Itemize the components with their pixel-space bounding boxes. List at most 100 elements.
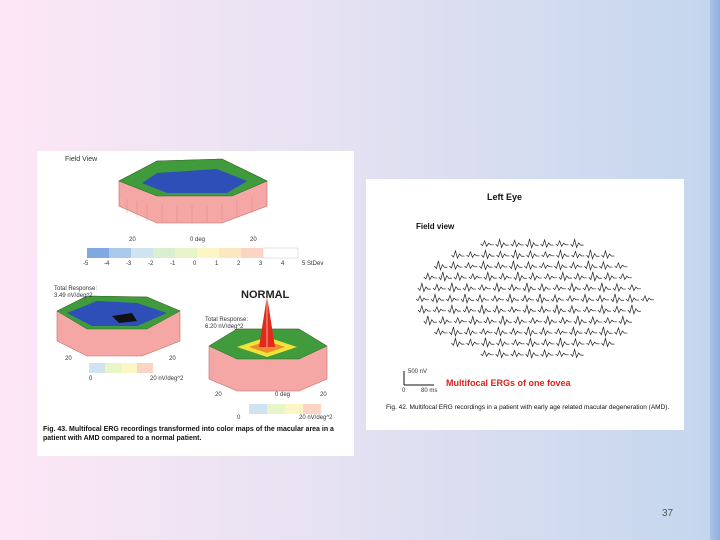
erg-trace — [552, 304, 566, 316]
normal-scale-start: 0 — [237, 415, 241, 421]
erg-trace — [498, 272, 512, 281]
erg-trace — [556, 337, 570, 349]
erg-trace — [565, 294, 579, 303]
erg-trace — [552, 283, 566, 292]
erg-trace — [507, 305, 521, 314]
field-view-label: Field View — [65, 156, 98, 163]
normal-total-response-value: 6.20 nV/deg^2 — [205, 324, 244, 330]
erg-trace — [522, 304, 536, 315]
normal-axis-center: 0 deg — [275, 392, 291, 398]
erg-trace — [601, 249, 615, 260]
erg-trace — [462, 305, 476, 314]
erg-trace — [597, 304, 611, 315]
erg-trace — [582, 305, 596, 314]
erg-trace — [475, 293, 489, 304]
erg-trace — [415, 294, 429, 303]
erg-trace — [445, 294, 459, 303]
scale-bar-zero: 0 — [402, 388, 406, 394]
erg-trace — [438, 271, 452, 283]
erg-trace — [540, 348, 554, 359]
erg-trace — [430, 293, 444, 304]
erg-trace — [449, 326, 463, 338]
erg-trace — [451, 337, 465, 348]
scale-label: 0 — [193, 261, 197, 267]
erg-trace — [543, 272, 557, 281]
erg-trace — [526, 249, 540, 260]
scale-label: -4 — [104, 261, 110, 267]
erg-trace — [481, 249, 495, 260]
erg-trace — [601, 337, 615, 348]
erg-trace — [543, 315, 557, 326]
erg-trace — [464, 261, 478, 270]
scale-label: -5 — [83, 261, 89, 267]
mferg-trace-array-figure: Left Eye Field view 500 nV 0 80 ms Multi… — [366, 179, 684, 430]
erg-trace — [567, 304, 581, 315]
erg-trace — [468, 315, 482, 326]
erg-trace — [480, 349, 494, 358]
scale-label: 2 — [237, 261, 241, 267]
erg-trace — [524, 326, 538, 338]
erg-trace — [554, 260, 568, 271]
erg-trace — [492, 282, 506, 293]
erg-trace — [494, 326, 508, 337]
erg-trace — [432, 305, 446, 314]
erg-trace — [477, 283, 491, 292]
erg-trace — [513, 315, 527, 326]
erg-trace — [434, 327, 448, 336]
erg-trace — [449, 260, 463, 271]
scale-label: -1 — [170, 261, 176, 267]
left-figure-caption: Fig. 43. Multifocal ERG recordings trans… — [43, 426, 334, 442]
scale-bar-time: 80 ms — [421, 388, 438, 394]
normal-label: NORMAL — [241, 289, 290, 301]
erg-trace — [540, 238, 554, 249]
erg-trace — [558, 316, 572, 325]
right-figure-caption: Fig. 42. Multifocal ERG recordings in a … — [386, 404, 670, 411]
erg-trace — [584, 327, 598, 336]
erg-trace — [522, 282, 536, 294]
erg-trace — [479, 327, 493, 336]
erg-trace — [477, 304, 491, 316]
erg-trace — [495, 348, 509, 359]
erg-trace — [468, 272, 482, 281]
erg-trace — [555, 239, 569, 248]
erg-trace — [586, 249, 600, 261]
erg-trace — [483, 271, 497, 282]
patient-total-response-value: 3.49 nV/deg^2 — [54, 293, 93, 299]
erg-trace — [490, 294, 504, 303]
erg-trace — [584, 260, 598, 272]
erg-trace — [614, 261, 628, 270]
erg-trace — [510, 239, 524, 248]
erg-trace — [453, 316, 467, 325]
erg-trace — [528, 316, 542, 325]
erg-trace-array — [415, 238, 654, 360]
erg-trace — [447, 304, 461, 315]
color-map-graphics — [56, 158, 328, 414]
scale-label: -3 — [126, 261, 132, 267]
erg-trace — [483, 316, 497, 325]
normal-scale-end: 20 nV/deg^2 — [299, 415, 333, 421]
erg-trace — [595, 294, 609, 303]
erg-trace — [570, 238, 584, 249]
erg-trace — [535, 293, 549, 305]
trace-array-graphics — [403, 238, 654, 386]
field-view-label: Field view — [416, 222, 455, 231]
erg-trace — [526, 337, 540, 348]
erg-trace — [625, 293, 639, 304]
normal-surface-plot — [208, 296, 328, 392]
erg-trace — [462, 282, 476, 293]
erg-trace — [618, 272, 632, 281]
erg-trace — [570, 348, 584, 359]
erg-trace — [539, 326, 553, 337]
erg-trace — [618, 315, 632, 326]
erg-trace — [480, 239, 494, 248]
slide-edge-band — [710, 0, 720, 540]
patient-axis-left: 20 — [65, 356, 72, 362]
erg-trace — [612, 282, 626, 293]
scale-label: -2 — [148, 261, 154, 267]
erg-trace — [528, 271, 542, 282]
fovea-highlight-label: Multifocal ERGs of one fovea — [446, 378, 571, 388]
erg-trace — [434, 260, 448, 272]
erg-trace — [571, 250, 585, 259]
normal-axis-left: 20 — [215, 392, 222, 398]
erg-trace — [588, 315, 602, 326]
